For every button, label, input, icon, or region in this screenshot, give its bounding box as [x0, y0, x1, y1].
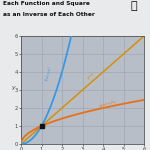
Text: 🚀: 🚀 — [130, 2, 137, 12]
Y-axis label: y: y — [11, 85, 15, 90]
Text: y=x: y=x — [87, 71, 96, 80]
Text: g(x)=√x: g(x)=√x — [99, 99, 117, 108]
Text: as an Inverse of Each Other: as an Inverse of Each Other — [3, 12, 95, 17]
Text: Each Function and Square: Each Function and Square — [3, 2, 90, 6]
Text: f(x)=x²: f(x)=x² — [45, 65, 53, 81]
